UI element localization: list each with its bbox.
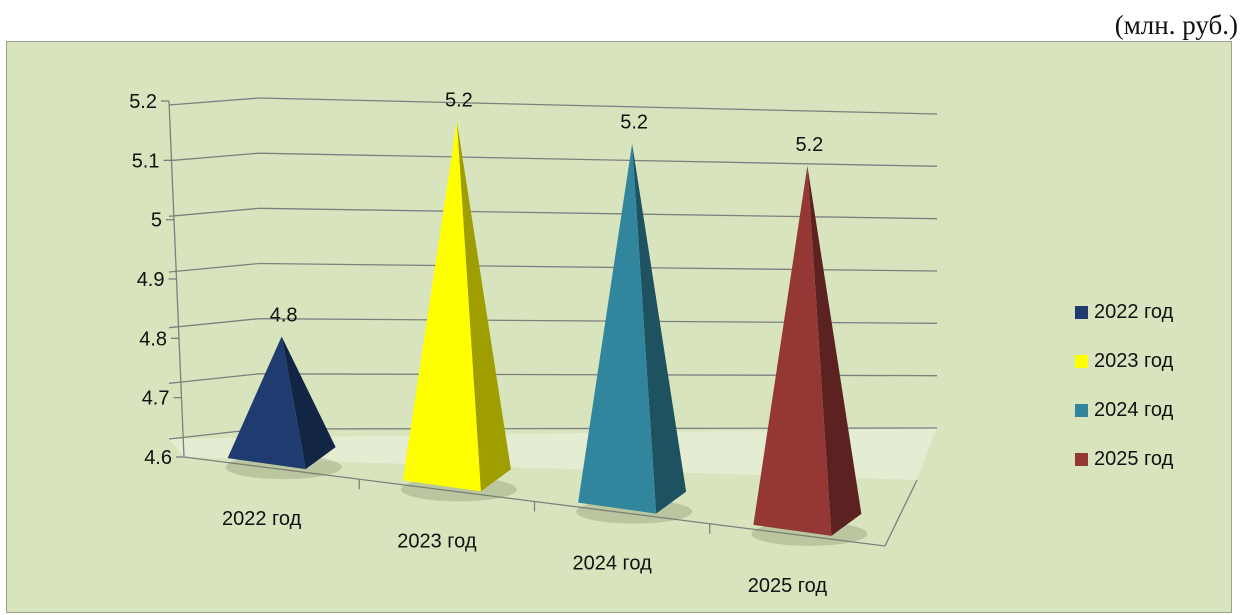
gridline — [258, 262, 938, 272]
gridline — [258, 318, 938, 324]
category-label: 2022 год — [222, 508, 302, 530]
legend-swatch — [1075, 355, 1088, 368]
bar-front-1 — [227, 336, 306, 470]
gridline — [258, 97, 938, 115]
y-tick-label: 4.6 — [144, 447, 172, 469]
data-label: 5.2 — [795, 134, 823, 156]
legend-label: 2025 год — [1094, 448, 1174, 470]
legend-item: 2024 год — [1075, 386, 1225, 435]
legend: 2022 год 2023 год 2024 год 2025 год — [1075, 288, 1225, 484]
y-tick-label: 4.9 — [137, 269, 165, 291]
gridline-side — [168, 318, 260, 329]
y-tick-label: 5 — [151, 210, 162, 232]
bar-side-3 — [632, 143, 687, 514]
bar-side-1 — [281, 336, 336, 470]
bar-side-4 — [807, 165, 862, 536]
category-label: 2024 год — [572, 553, 652, 575]
bar-side-2 — [456, 121, 511, 492]
gridline-side — [168, 97, 260, 106]
gridline-side — [168, 262, 260, 273]
legend-label: 2023 год — [1094, 350, 1174, 372]
data-label: 5.2 — [445, 89, 473, 111]
bar-front-4 — [753, 165, 832, 536]
floor-right-edge — [884, 479, 918, 547]
data-label: 5.2 — [620, 112, 648, 134]
bar-front-3 — [578, 143, 657, 514]
legend-swatch — [1075, 404, 1088, 417]
cropped-heading — [190, 0, 1230, 12]
bar-front-2 — [402, 121, 481, 492]
gridline — [258, 207, 938, 220]
legend-item: 2025 год — [1075, 435, 1225, 484]
y-tick-label: 4.7 — [142, 388, 170, 410]
gridline-side — [168, 152, 260, 162]
legend-label: 2022 год — [1094, 301, 1174, 323]
legend-item: 2022 год — [1075, 288, 1225, 337]
chart-area: 4.6 4.7 4.8 4.9 5 5.1 5.2 4.8 2022 год 5.2 2023 го… — [6, 41, 1232, 613]
legend-swatch — [1075, 453, 1088, 466]
category-label: 2025 год — [748, 575, 828, 597]
y-tick-label: 4.8 — [139, 328, 167, 350]
legend-label: 2024 год — [1094, 399, 1174, 421]
chart-floor — [169, 428, 937, 480]
legend-swatch — [1075, 306, 1088, 319]
gridline — [258, 152, 938, 167]
category-label: 2023 год — [397, 530, 477, 552]
gridline-side — [168, 373, 260, 384]
y-tick-label: 5.1 — [132, 150, 160, 172]
legend-item: 2023 год — [1075, 337, 1225, 386]
gridline-side — [168, 207, 260, 217]
data-label: 4.8 — [270, 304, 298, 326]
chart-svg: 4.6 4.7 4.8 4.9 5 5.1 5.2 4.8 2022 год 5.2 2023 го… — [129, 89, 938, 597]
unit-label: (млн. руб.) — [1114, 10, 1238, 40]
y-tick-label: 5.2 — [129, 91, 157, 113]
